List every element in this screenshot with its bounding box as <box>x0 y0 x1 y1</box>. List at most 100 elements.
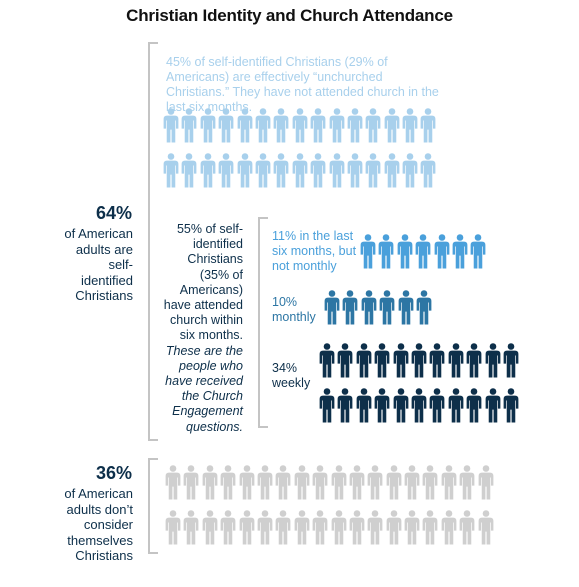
person-icon <box>393 343 409 378</box>
person-icon <box>452 234 468 269</box>
person-icon <box>220 465 236 500</box>
person-icon <box>478 510 494 545</box>
person-icon <box>292 108 308 143</box>
people-row <box>165 510 494 545</box>
person-icon <box>360 234 376 269</box>
person-icon <box>466 343 482 378</box>
person-icon <box>365 153 381 188</box>
person-icon <box>255 108 271 143</box>
person-icon <box>356 343 372 378</box>
person-icon <box>411 388 427 423</box>
person-icon <box>337 343 353 378</box>
person-icon <box>163 108 179 143</box>
people-row <box>163 153 436 188</box>
person-icon <box>312 465 328 500</box>
people-row <box>324 290 432 325</box>
person-icon <box>324 290 340 325</box>
person-icon <box>275 510 291 545</box>
person-icon <box>356 388 372 423</box>
page-title: Christian Identity and Church Attendance <box>126 6 453 25</box>
person-icon <box>239 510 255 545</box>
christians-bracket <box>148 42 158 441</box>
person-icon <box>331 465 347 500</box>
person-icon <box>404 465 420 500</box>
group-people-monthly <box>324 290 432 325</box>
person-icon <box>411 343 427 378</box>
people-row <box>319 388 519 423</box>
person-icon <box>420 108 436 143</box>
person-icon <box>386 465 402 500</box>
attended-block: 55% of self-identified Christians (35% o… <box>163 222 243 435</box>
group-label-monthly: 10% monthly <box>272 295 316 324</box>
non-christians-pct: 36% <box>95 463 132 483</box>
person-icon <box>220 510 236 545</box>
person-icon <box>485 388 501 423</box>
group-people-weekly <box>319 343 519 423</box>
person-icon <box>422 510 438 545</box>
person-icon <box>310 108 326 143</box>
person-icon <box>218 108 234 143</box>
person-icon <box>386 510 402 545</box>
person-icon <box>319 388 335 423</box>
person-icon <box>367 510 383 545</box>
person-icon <box>367 465 383 500</box>
person-icon <box>239 465 255 500</box>
person-icon <box>319 343 335 378</box>
person-icon <box>329 153 345 188</box>
person-icon <box>404 510 420 545</box>
person-icon <box>378 234 394 269</box>
group-label-last-six-months: 11% in the last six months, but not mont… <box>272 229 357 273</box>
person-icon <box>237 153 253 188</box>
person-icon <box>342 290 358 325</box>
person-icon <box>275 465 291 500</box>
person-icon <box>294 510 310 545</box>
person-icon <box>331 510 347 545</box>
person-icon <box>415 234 431 269</box>
person-icon <box>218 153 234 188</box>
person-icon <box>429 388 445 423</box>
person-icon <box>361 290 377 325</box>
person-icon <box>181 153 197 188</box>
non-christians-bracket <box>148 458 158 554</box>
person-icon <box>347 108 363 143</box>
person-icon <box>337 388 353 423</box>
person-icon <box>478 465 494 500</box>
person-icon <box>503 388 519 423</box>
person-icon <box>237 108 253 143</box>
person-icon <box>365 108 381 143</box>
person-icon <box>402 108 418 143</box>
attended-note: These are the people who have received t… <box>165 343 243 434</box>
person-icon <box>200 108 216 143</box>
group-people-last-six-months <box>360 234 486 269</box>
person-icon <box>379 290 395 325</box>
person-icon <box>485 343 501 378</box>
people-row <box>319 343 519 378</box>
person-icon <box>466 388 482 423</box>
person-icon <box>349 510 365 545</box>
person-icon <box>292 153 308 188</box>
person-icon <box>273 108 289 143</box>
unchurched-people <box>163 108 436 188</box>
person-icon <box>448 388 464 423</box>
person-icon <box>183 465 199 500</box>
person-icon <box>420 153 436 188</box>
person-icon <box>422 465 438 500</box>
attended-bracket <box>258 217 268 428</box>
person-icon <box>397 234 413 269</box>
person-icon <box>459 465 475 500</box>
person-icon <box>183 510 199 545</box>
person-icon <box>434 234 450 269</box>
people-row <box>163 108 436 143</box>
person-icon <box>374 388 390 423</box>
person-icon <box>163 153 179 188</box>
person-icon <box>393 388 409 423</box>
person-icon <box>416 290 432 325</box>
person-icon <box>202 510 218 545</box>
person-icon <box>374 343 390 378</box>
person-icon <box>503 343 519 378</box>
person-icon <box>202 465 218 500</box>
person-icon <box>384 108 400 143</box>
people-row <box>360 234 486 269</box>
person-icon <box>165 510 181 545</box>
person-icon <box>429 343 445 378</box>
